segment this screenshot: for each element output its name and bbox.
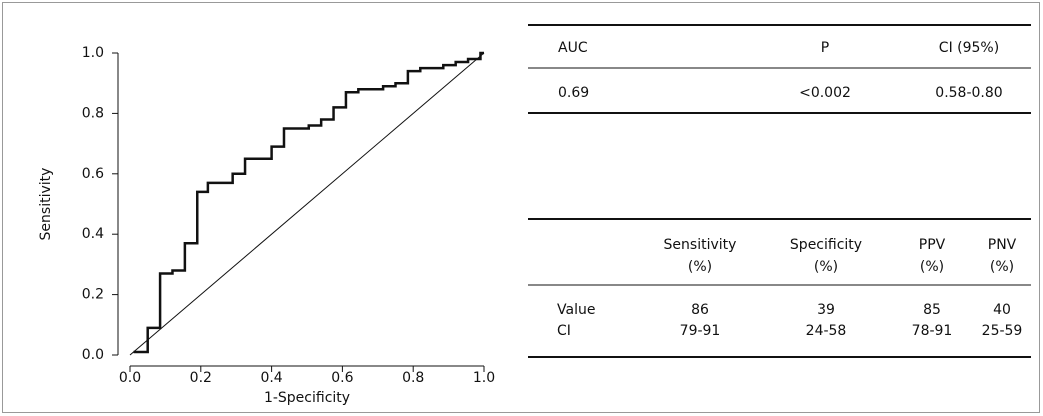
table-cell: 0.69 bbox=[558, 85, 589, 101]
y-tick-label: 0.2 bbox=[82, 287, 104, 303]
y-tick-label: 0.0 bbox=[82, 347, 104, 363]
y-tick-label: 1.0 bbox=[82, 45, 104, 61]
table-cell: 39 bbox=[817, 302, 835, 318]
table-cell: 25-59 bbox=[982, 323, 1023, 339]
x-tick-label: 0.2 bbox=[190, 370, 212, 386]
table-cell: 85 bbox=[923, 302, 941, 318]
y-tick-label: 0.4 bbox=[82, 226, 104, 242]
table-cell: <0.002 bbox=[799, 85, 851, 101]
roc-curve bbox=[133, 51, 484, 354]
table-header: P bbox=[821, 40, 829, 56]
table-header: AUC bbox=[558, 40, 588, 56]
y-tick-label: 0.8 bbox=[82, 105, 104, 121]
reference-line bbox=[129, 52, 485, 356]
table-header: PPV bbox=[919, 237, 946, 253]
x-tick-label: 0.4 bbox=[260, 370, 282, 386]
row-label: CI bbox=[557, 323, 571, 339]
table-header: Sensitivity bbox=[664, 237, 737, 253]
table-cell: 79-91 bbox=[680, 323, 721, 339]
table-cell: 0.58-0.80 bbox=[935, 85, 1002, 101]
table-header: (%) bbox=[920, 259, 944, 275]
table-header: CI (95%) bbox=[939, 40, 999, 56]
y-axis-label: Sensitivity bbox=[38, 168, 54, 241]
row-label: Value bbox=[557, 302, 595, 318]
x-axis-label: 1-Specificity bbox=[264, 390, 350, 406]
table-header: (%) bbox=[990, 259, 1014, 275]
y-tick-label: 0.6 bbox=[82, 166, 104, 182]
table-header: (%) bbox=[688, 259, 712, 275]
table-header: (%) bbox=[814, 259, 838, 275]
table-cell: 86 bbox=[691, 302, 709, 318]
table-cell: 24-58 bbox=[806, 323, 847, 339]
table-header: PNV bbox=[988, 237, 1017, 253]
x-tick-label: 1.0 bbox=[473, 370, 495, 386]
x-tick-label: 0.0 bbox=[119, 370, 141, 386]
table-header: Specificity bbox=[790, 237, 862, 253]
x-tick-label: 0.6 bbox=[331, 370, 353, 386]
table-cell: 40 bbox=[993, 302, 1011, 318]
table-cell: 78-91 bbox=[912, 323, 953, 339]
x-tick-label: 0.8 bbox=[402, 370, 424, 386]
